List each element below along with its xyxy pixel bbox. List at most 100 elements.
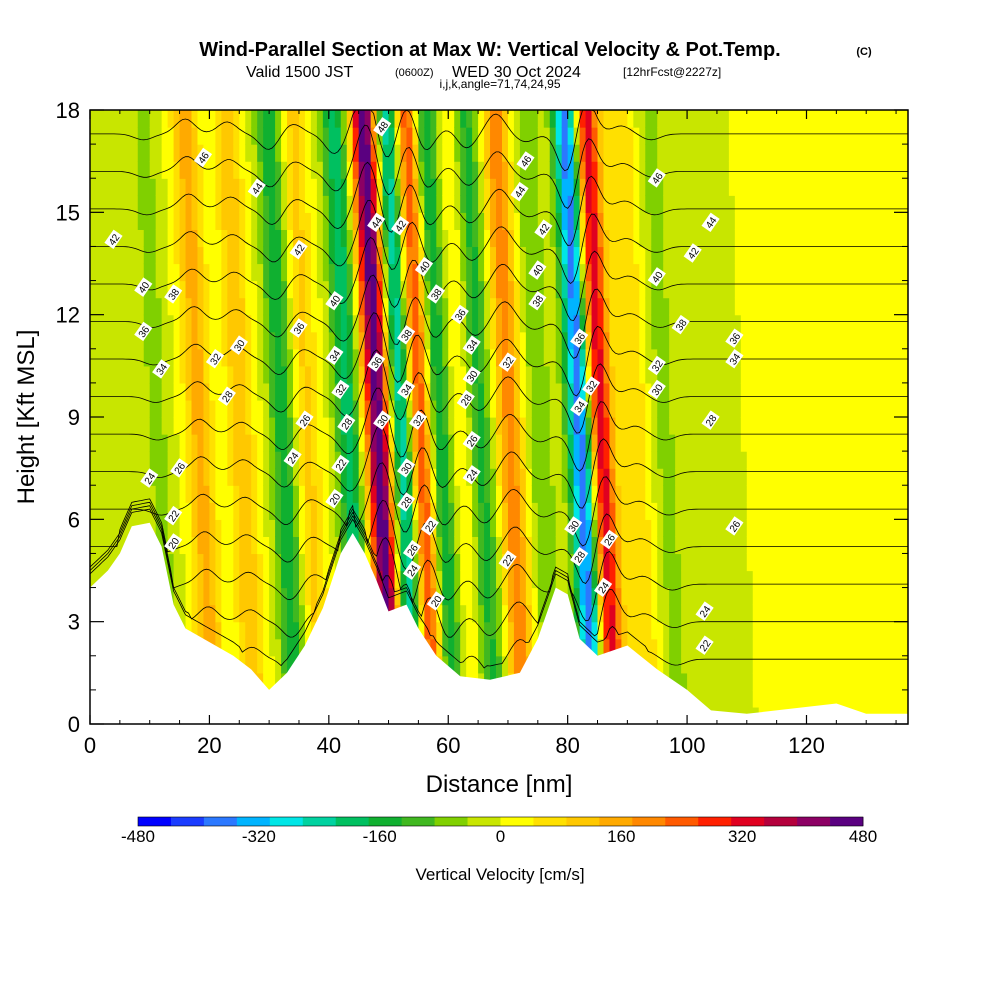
- velocity-cell: [107, 434, 115, 452]
- velocity-cell: [740, 331, 748, 350]
- velocity-cell: [287, 178, 294, 196]
- velocity-cell: [681, 263, 688, 282]
- velocity-cell: [734, 144, 742, 162]
- velocity-cell: [113, 110, 121, 128]
- velocity-cell: [275, 280, 282, 299]
- velocity-cell: [412, 502, 419, 520]
- velocity-cell: [681, 638, 688, 657]
- velocity-cell: [227, 246, 234, 265]
- velocity-cell: [382, 417, 390, 435]
- velocity-cell: [597, 417, 605, 435]
- velocity-cell: [448, 246, 455, 265]
- velocity-cell: [472, 178, 479, 196]
- velocity-cell: [770, 502, 778, 520]
- velocity-cell: [245, 280, 252, 299]
- velocity-cell: [221, 161, 228, 179]
- velocity-cell: [382, 212, 390, 230]
- velocity-cell: [269, 195, 276, 213]
- velocity-cell: [842, 621, 849, 640]
- velocity-cell: [890, 263, 897, 282]
- velocity-cell: [543, 382, 551, 401]
- velocity-cell: [310, 331, 318, 350]
- velocity-cell: [579, 161, 587, 179]
- contour-label: 28: [217, 386, 236, 406]
- velocity-cell: [101, 229, 109, 248]
- velocity-cell: [788, 178, 796, 196]
- velocity-cell: [442, 638, 449, 657]
- velocity-cell: [728, 621, 736, 640]
- velocity-cell: [525, 110, 533, 128]
- velocity-cell: [651, 519, 658, 537]
- velocity-cell: [388, 417, 396, 435]
- velocity-cell: [716, 348, 724, 367]
- velocity-cell: [758, 195, 766, 213]
- velocity-cell: [752, 672, 760, 691]
- velocity-cell: [484, 655, 491, 674]
- velocity-cell: [627, 195, 634, 213]
- velocity-cell: [364, 485, 372, 503]
- velocity-cell: [764, 399, 772, 418]
- velocity-cell: [764, 331, 772, 350]
- velocity-cell: [239, 382, 246, 401]
- velocity-cell: [764, 229, 772, 248]
- velocity-cell: [872, 570, 879, 589]
- velocity-cell: [728, 468, 736, 486]
- velocity-cell: [197, 263, 205, 282]
- velocity-cell: [818, 144, 826, 162]
- velocity-cell: [281, 212, 288, 230]
- velocity-cell: [812, 365, 820, 384]
- velocity-cell: [478, 451, 485, 469]
- velocity-cell: [101, 536, 109, 555]
- velocity-cell: [304, 553, 312, 572]
- velocity-cell: [633, 178, 640, 196]
- velocity-cell: [830, 297, 837, 316]
- velocity-cell: [878, 417, 885, 435]
- velocity-cell: [466, 553, 473, 572]
- velocity-cell: [233, 161, 240, 179]
- velocity-cell: [746, 587, 754, 606]
- velocity-cell: [693, 536, 700, 555]
- velocity-cell: [663, 553, 670, 572]
- velocity-cell: [788, 195, 796, 213]
- velocity-cell: [143, 246, 151, 265]
- velocity-cell: [687, 502, 694, 520]
- velocity-cell: [764, 280, 772, 299]
- velocity-cell: [418, 570, 425, 589]
- velocity-cell: [728, 655, 736, 674]
- velocity-cell: [872, 127, 879, 145]
- velocity-cell: [722, 536, 730, 555]
- velocity-cell: [484, 246, 491, 265]
- velocity-cell: [239, 263, 246, 282]
- velocity-cell: [513, 229, 521, 248]
- velocity-cell: [340, 263, 348, 282]
- velocity-cell: [418, 604, 425, 623]
- velocity-cell: [722, 604, 730, 623]
- velocity-cell: [663, 417, 670, 435]
- velocity-cell: [125, 382, 133, 401]
- velocity-cell: [884, 519, 891, 537]
- velocity-cell: [221, 331, 228, 350]
- velocity-cell: [878, 280, 885, 299]
- velocity-cell: [687, 570, 694, 589]
- velocity-cell: [275, 570, 282, 589]
- velocity-cell: [161, 127, 169, 145]
- velocity-cell: [836, 229, 843, 248]
- velocity-cell: [621, 451, 628, 469]
- velocity-cell: [776, 655, 784, 674]
- velocity-cell: [800, 638, 808, 657]
- velocity-cell: [436, 536, 443, 555]
- velocity-cell: [406, 519, 414, 537]
- velocity-cell: [824, 519, 831, 537]
- velocity-cell: [310, 485, 318, 503]
- velocity-cell: [836, 246, 843, 265]
- velocity-cell: [251, 365, 258, 384]
- velocity-cell: [460, 212, 467, 230]
- velocity-cell: [818, 417, 826, 435]
- velocity-cell: [418, 212, 425, 230]
- velocity-cell: [830, 382, 837, 401]
- velocity-cell: [95, 195, 103, 213]
- velocity-cell: [442, 621, 449, 640]
- velocity-cell: [854, 144, 861, 162]
- velocity-cell: [478, 536, 485, 555]
- velocity-cell: [215, 127, 222, 145]
